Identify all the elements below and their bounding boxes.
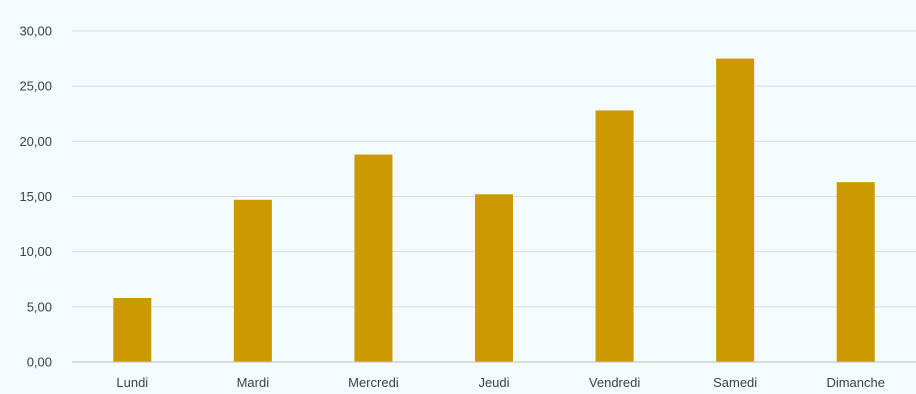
x-tick-label: Samedi <box>713 375 757 390</box>
bar-samedi <box>716 58 755 362</box>
bar-mercredi <box>354 154 393 362</box>
x-axis-tick-labels: Lundi Mardi Mercredi Jeudi Vendredi Samedi Dim… <box>116 375 885 390</box>
bar-vendredi <box>595 110 634 362</box>
y-axis-tick-labels: 0,00 5,00 10,00 15,00 20,00 25,00 30,00 <box>19 24 52 370</box>
y-tick-label: 10,00 <box>19 244 52 259</box>
y-tick-label: 15,00 <box>19 189 52 204</box>
x-tick-label: Mardi <box>237 375 270 390</box>
x-tick-label: Lundi <box>116 375 148 390</box>
y-tick-label: 5,00 <box>27 299 52 314</box>
y-tick-label: 30,00 <box>19 24 52 39</box>
x-tick-label: Jeudi <box>478 375 509 390</box>
y-tick-label: 20,00 <box>19 134 52 149</box>
y-tick-label: 0,00 <box>27 355 52 370</box>
bar-mardi <box>233 199 272 362</box>
bar-dimanche <box>836 182 875 362</box>
bars <box>113 58 875 362</box>
x-tick-label: Dimanche <box>826 375 885 390</box>
x-tick-label: Mercredi <box>348 375 399 390</box>
bar-jeudi <box>475 194 513 362</box>
y-tick-label: 25,00 <box>19 79 52 94</box>
x-tick-label: Vendredi <box>589 375 640 390</box>
bar-lundi <box>113 298 152 362</box>
